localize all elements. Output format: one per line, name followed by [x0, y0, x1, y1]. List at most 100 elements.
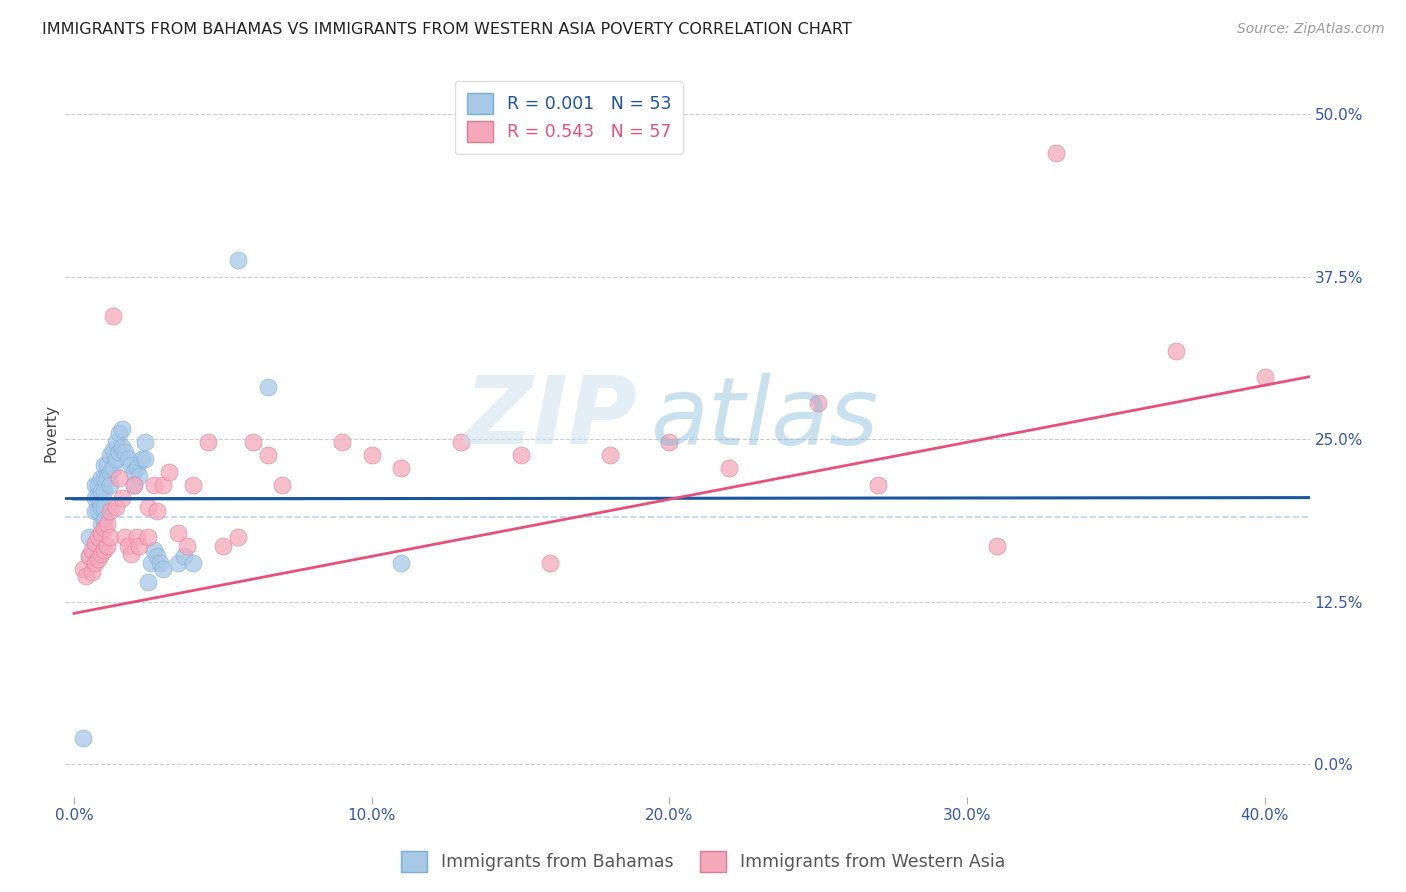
Point — [128, 539, 150, 553]
Point — [87, 551, 110, 566]
Point — [90, 484, 112, 499]
Point — [101, 442, 124, 457]
Point — [90, 471, 112, 485]
Point — [77, 530, 100, 544]
Point — [134, 451, 156, 466]
Point — [173, 549, 195, 563]
Point — [538, 556, 561, 570]
Point — [866, 477, 889, 491]
Text: Source: ZipAtlas.com: Source: ZipAtlas.com — [1237, 22, 1385, 37]
Text: IMMIGRANTS FROM BAHAMAS VS IMMIGRANTS FROM WESTERN ASIA POVERTY CORRELATION CHAR: IMMIGRANTS FROM BAHAMAS VS IMMIGRANTS FR… — [42, 22, 852, 37]
Point — [96, 471, 118, 485]
Point — [90, 547, 112, 561]
Point — [98, 503, 121, 517]
Point — [117, 539, 139, 553]
Point — [131, 451, 153, 466]
Point — [98, 448, 121, 462]
Point — [128, 468, 150, 483]
Point — [77, 549, 100, 563]
Point — [122, 465, 145, 479]
Point — [1164, 343, 1187, 358]
Point — [599, 448, 621, 462]
Point — [87, 477, 110, 491]
Point — [93, 513, 115, 527]
Point — [152, 562, 174, 576]
Point — [93, 542, 115, 557]
Point — [450, 434, 472, 449]
Point — [242, 434, 264, 449]
Point — [138, 500, 160, 514]
Point — [134, 434, 156, 449]
Point — [93, 458, 115, 472]
Point — [83, 491, 105, 505]
Point — [226, 530, 249, 544]
Point — [98, 477, 121, 491]
Text: atlas: atlas — [650, 373, 879, 464]
Point — [167, 525, 190, 540]
Point — [197, 434, 219, 449]
Point — [72, 562, 94, 576]
Point — [90, 525, 112, 540]
Point — [93, 500, 115, 514]
Point — [1254, 369, 1277, 384]
Point — [111, 491, 134, 505]
Point — [96, 516, 118, 531]
Point — [330, 434, 353, 449]
Point — [658, 434, 681, 449]
Point — [83, 536, 105, 550]
Point — [256, 380, 278, 394]
Point — [111, 422, 134, 436]
Point — [391, 460, 413, 475]
Point — [101, 460, 124, 475]
Point — [87, 491, 110, 505]
Point — [509, 448, 531, 462]
Point — [181, 556, 204, 570]
Legend: R = 0.001   N = 53, R = 0.543   N = 57: R = 0.001 N = 53, R = 0.543 N = 57 — [454, 81, 683, 154]
Point — [212, 539, 235, 553]
Point — [122, 477, 145, 491]
Point — [149, 556, 172, 570]
Point — [83, 477, 105, 491]
Point — [125, 530, 148, 544]
Text: ZIP: ZIP — [464, 372, 637, 464]
Point — [181, 477, 204, 491]
Point — [391, 556, 413, 570]
Point — [807, 395, 830, 409]
Point — [1045, 146, 1067, 161]
Point — [104, 451, 127, 466]
Point — [146, 503, 169, 517]
Point — [98, 530, 121, 544]
Point — [117, 451, 139, 466]
Point — [125, 460, 148, 475]
Point — [107, 425, 129, 440]
Point — [986, 539, 1008, 553]
Point — [107, 445, 129, 459]
Point — [75, 568, 97, 582]
Point — [93, 471, 115, 485]
Point — [83, 503, 105, 517]
Point — [77, 549, 100, 563]
Point — [87, 530, 110, 544]
Point — [72, 731, 94, 746]
Legend: Immigrants from Bahamas, Immigrants from Western Asia: Immigrants from Bahamas, Immigrants from… — [394, 844, 1012, 879]
Point — [80, 565, 103, 579]
Point — [120, 547, 142, 561]
Point — [90, 500, 112, 514]
Point — [138, 530, 160, 544]
Point — [87, 503, 110, 517]
Point — [80, 542, 103, 557]
Point — [104, 434, 127, 449]
Point — [107, 471, 129, 485]
Point — [93, 484, 115, 499]
Point — [152, 477, 174, 491]
Point — [104, 500, 127, 514]
Point — [111, 440, 134, 454]
Point — [141, 556, 163, 570]
Point — [256, 448, 278, 462]
Point — [226, 252, 249, 267]
Point — [114, 530, 136, 544]
Point — [90, 516, 112, 531]
Point — [122, 477, 145, 491]
Point — [271, 477, 294, 491]
Point — [98, 465, 121, 479]
